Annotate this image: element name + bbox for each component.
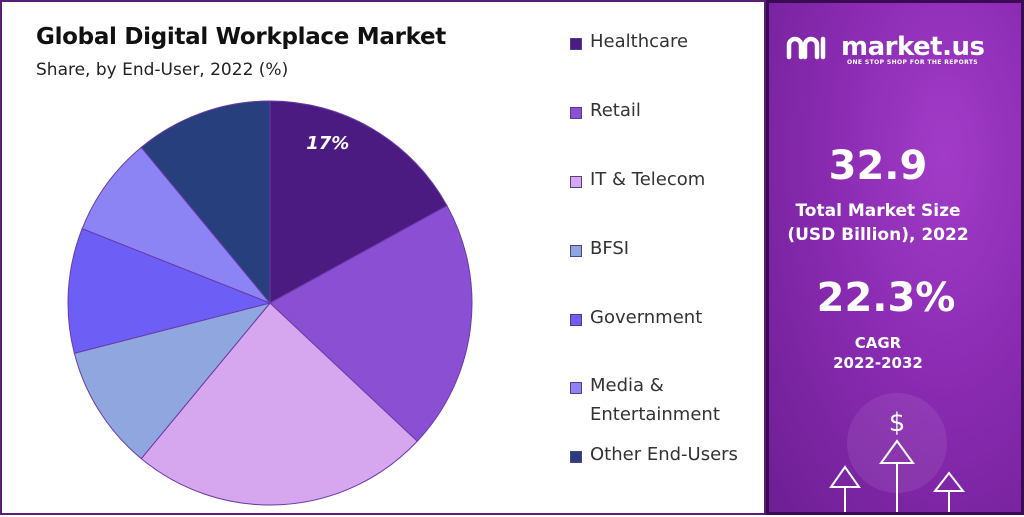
legend-swatch: [570, 382, 582, 394]
legend-swatch: [570, 451, 582, 463]
legend-swatch: [570, 176, 582, 188]
legend-label: BFSI: [590, 238, 630, 259]
legend-item-government: Government: [570, 307, 702, 332]
pie-slice-it-telecom: [140, 302, 418, 506]
legend: Healthcare Retail IT & Telecom BFSI Governme…: [570, 2, 760, 517]
market-size-label: Total Market Size: [795, 201, 961, 221]
legend-item-healthcare: Healthcare: [570, 31, 688, 56]
legend-label: Retail: [590, 100, 641, 121]
pie-slice-media-entertainment: [81, 146, 271, 304]
glow-circle: [847, 393, 947, 493]
legend-item-media-entertainment: Media & Entertainment: [570, 375, 750, 429]
pie-slice-healthcare: [269, 100, 448, 304]
legend-label: Healthcare: [590, 31, 689, 52]
data-label-healthcare: 17%: [306, 133, 349, 154]
pie-chart: 17%: [67, 100, 473, 506]
dollar-icon: $: [889, 408, 906, 438]
legend-swatch: [570, 314, 582, 326]
pie-slice-retail: [269, 205, 473, 442]
legend-label: Other End-Users: [590, 444, 738, 465]
chart-title: Global Digital Workplace Market: [36, 24, 446, 50]
cagr-value: 22.3%: [816, 275, 956, 321]
legend-label: Media & Entertainment: [590, 375, 720, 425]
legend-label: IT & Telecom: [590, 169, 706, 190]
legend-swatch: [570, 107, 582, 119]
legend-item-retail: Retail: [570, 100, 641, 125]
brand-tagline: ONE STOP SHOP FOR THE REPORTS: [847, 59, 979, 66]
market-size-value: 32.9: [828, 143, 928, 189]
up-arrow-icon: [829, 439, 966, 512]
info-panel: market.us ONE STOP SHOP FOR THE REPORTS …: [766, 0, 1024, 515]
pie-slice-government: [67, 227, 272, 354]
pie-slice-other-end-users: [140, 100, 271, 305]
market-us-logo-icon: [786, 36, 826, 60]
legend-swatch: [570, 38, 582, 50]
chart-subtitle: Share, by End-User, 2022 (%): [36, 60, 289, 80]
legend-swatch: [570, 245, 582, 257]
pie-slice-bfsi: [73, 302, 272, 460]
cagr-period: 2022-2032: [833, 354, 923, 372]
legend-label: Government: [590, 307, 703, 328]
legend-item-it-telecom: IT & Telecom: [570, 169, 705, 194]
market-size-unit-label: (USD Billion), 2022: [787, 225, 969, 245]
legend-item-bfsi: BFSI: [570, 238, 629, 263]
brand-name: market.us: [841, 32, 985, 62]
chart-panel: Global Digital Workplace Market Share, b…: [0, 0, 766, 515]
legend-item-other-end-users: Other End-Users: [570, 444, 738, 469]
growth-arrows-illustration: $: [829, 393, 966, 512]
cagr-label: CAGR: [854, 334, 902, 352]
brand: market.us: [785, 31, 985, 63]
